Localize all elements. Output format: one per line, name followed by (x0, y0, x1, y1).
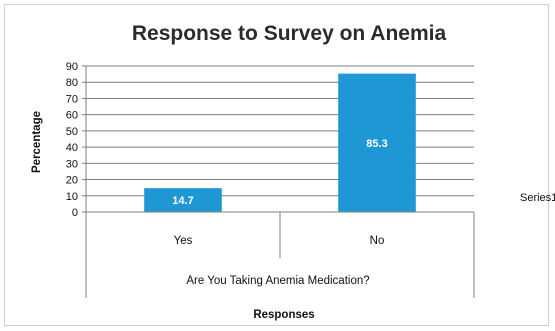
y-tick-label: 70 (66, 93, 78, 105)
chart-title: Response to Survey on Anemia (132, 22, 447, 45)
y-tick-labels: 0 10 20 30 40 50 60 70 80 90 (66, 61, 78, 219)
x-group-label: Are You Taking Anemia Medication? (186, 275, 369, 287)
y-tick-label: 50 (66, 126, 78, 138)
x-tick-label-yes: Yes (174, 235, 193, 247)
data-labels: 14.7 85.3 (172, 138, 387, 207)
y-tick-label: 10 (66, 191, 78, 203)
bar-no (338, 73, 416, 212)
data-label-no: 85.3 (366, 138, 387, 150)
y-axis-title: Percentage (31, 111, 43, 173)
data-label-yes: 14.7 (172, 195, 193, 207)
legend-entry-series1: Series1 (520, 192, 555, 204)
x-tick-label-no: No (370, 235, 385, 247)
bars (144, 73, 416, 212)
y-tick-label: 90 (66, 61, 78, 73)
chart-frame (4, 4, 549, 326)
y-tick-label: 0 (72, 207, 78, 219)
y-tick-label: 80 (66, 77, 78, 89)
y-tick-label: 40 (66, 142, 78, 154)
y-tick-label: 30 (66, 158, 78, 170)
x-axis-title: Responses (253, 309, 314, 321)
bar-yes (144, 188, 222, 212)
x-axis: Yes No (85, 211, 475, 298)
y-tick-label: 60 (66, 110, 78, 122)
y-tick-label: 20 (66, 175, 78, 187)
